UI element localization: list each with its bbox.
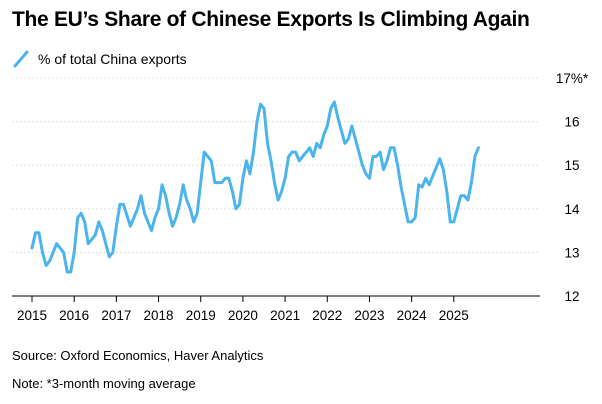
- chart-area: 12 13 14 15 16 17%* 2015 2016 2017 2018 2019 2020 2…: [0, 60, 602, 335]
- y-tick-label-15: 15: [564, 158, 579, 173]
- y-tick-label-16: 16: [564, 115, 579, 130]
- x-tick-label-2020: 2020: [228, 308, 258, 323]
- legend-label: % of total China exports: [38, 51, 187, 67]
- legend: % of total China exports: [12, 48, 187, 70]
- chart-title: The EU’s Share of Chinese Exports Is Cli…: [12, 8, 530, 31]
- x-tick-label-2022: 2022: [312, 308, 342, 323]
- x-tick-label-2021: 2021: [270, 308, 300, 323]
- legend-swatch-icon: [13, 50, 29, 68]
- x-tick-label-2023: 2023: [354, 308, 384, 323]
- x-tick-label-2017: 2017: [101, 308, 131, 323]
- x-tick-label-2016: 2016: [59, 308, 89, 323]
- x-tick-label-2019: 2019: [186, 308, 216, 323]
- gridlines: [12, 77, 540, 253]
- x-tick-label-2025: 2025: [439, 308, 469, 323]
- series-line-china-exports: [30, 100, 480, 274]
- y-tick-label-13: 13: [564, 245, 579, 260]
- x-axis-labels: 2015 2016 2017 2018 2019 2020 2021 2022 2023 2024…: [17, 308, 469, 323]
- footnote: Note: *3-month moving average: [12, 376, 196, 391]
- y-tick-label-17: 17%*: [556, 71, 589, 86]
- source-note: Source: Oxford Economics, Haver Analytic…: [12, 348, 264, 363]
- x-axis: [12, 295, 540, 302]
- x-tick-label-2015: 2015: [17, 308, 47, 323]
- series-layer: [30, 100, 480, 274]
- y-tick-label-12: 12: [564, 289, 579, 304]
- y-tick-label-14: 14: [564, 202, 580, 217]
- y-axis-labels: 12 13 14 15 16 17%*: [556, 71, 589, 304]
- x-tick-label-2024: 2024: [397, 308, 428, 323]
- x-tick-label-2018: 2018: [144, 308, 174, 323]
